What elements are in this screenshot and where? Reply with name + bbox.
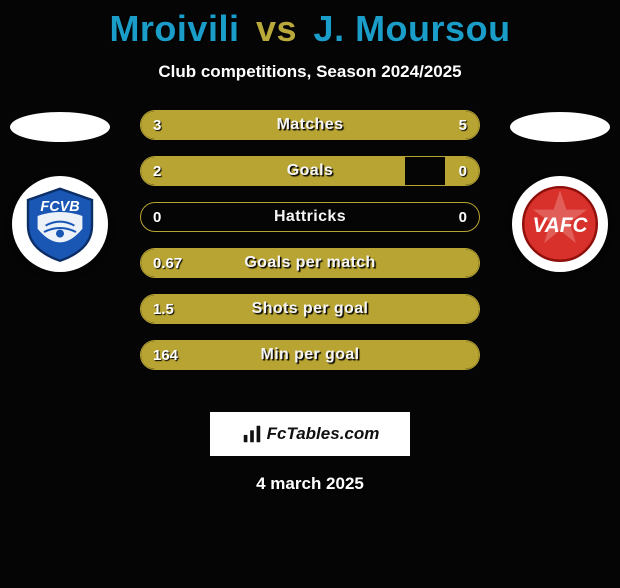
bar-value-left: 0.67 <box>153 249 182 277</box>
title-row: Mroivili vs J. Moursou <box>0 8 620 50</box>
bar-value-right: 0 <box>459 157 467 185</box>
stat-bar: Hattricks0 0 <box>140 202 480 232</box>
fctables-watermark: FcTables.com <box>210 412 410 456</box>
subtitle: Club competitions, Season 2024/2025 <box>0 62 620 82</box>
chart-bars-icon <box>241 423 263 445</box>
comparison-infographic: Mroivili vs J. Moursou Club competitions… <box>0 8 620 588</box>
left-club-badge: FCVB <box>12 176 108 272</box>
stat-bar: Shots per goal1.5 <box>140 294 480 324</box>
svg-text:VAFC: VAFC <box>532 214 588 237</box>
player2-name: J. Moursou <box>314 8 511 49</box>
bar-value-right: 0 <box>459 203 467 231</box>
title-vs: vs <box>256 8 297 49</box>
fcvb-shield-icon: FCVB <box>20 184 100 264</box>
watermark-text: FcTables.com <box>267 424 380 444</box>
stat-bar: Matches3 5 <box>140 110 480 140</box>
date-text: 4 march 2025 <box>0 474 620 494</box>
right-side-column: VAFC <box>500 110 620 272</box>
bar-value-left: 2 <box>153 157 161 185</box>
bar-value-right: 5 <box>459 111 467 139</box>
bar-value-left: 1.5 <box>153 295 174 323</box>
right-club-badge: VAFC <box>512 176 608 272</box>
stat-bar: Goals2 0 <box>140 156 480 186</box>
bar-label: Shots per goal <box>141 295 479 323</box>
vafc-shield-icon: VAFC <box>520 184 600 264</box>
bar-value-left: 0 <box>153 203 161 231</box>
body-row: FCVB VAFC Matches35Goals20Hattricks00Goa… <box>0 110 620 410</box>
stat-bar: Goals per match0.67 <box>140 248 480 278</box>
bar-label: Hattricks <box>141 203 479 231</box>
bar-value-left: 3 <box>153 111 161 139</box>
bar-label: Goals per match <box>141 249 479 277</box>
left-side-column: FCVB <box>0 110 120 272</box>
bar-label: Min per goal <box>141 341 479 369</box>
player2-photo-ellipse <box>510 112 610 142</box>
bar-label: Matches <box>141 111 479 139</box>
bar-value-left: 164 <box>153 341 178 369</box>
bar-label: Goals <box>141 157 479 185</box>
stat-bars: Matches35Goals20Hattricks00Goals per mat… <box>140 110 480 386</box>
player1-name: Mroivili <box>109 8 239 49</box>
stat-bar: Min per goal164 <box>140 340 480 370</box>
player1-photo-ellipse <box>10 112 110 142</box>
